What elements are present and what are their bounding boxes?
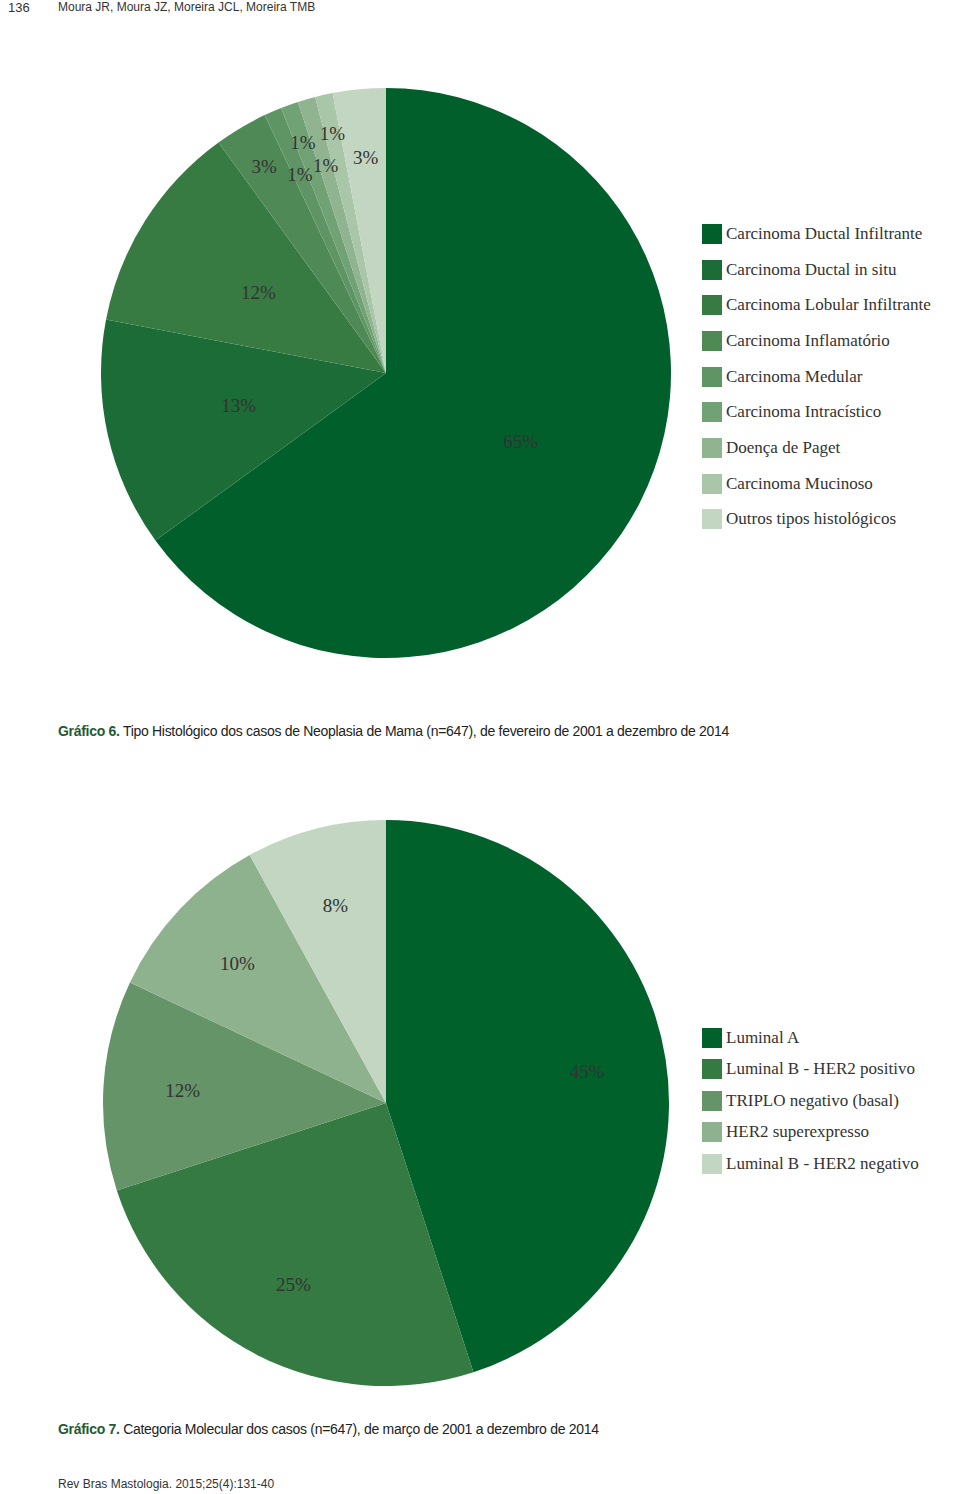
html-text:Luminal B - HER2 negativo: Luminal B - HER2 negativo xyxy=(726,1153,919,1173)
html-text:Gráfico 6. Tipo Histológico do: Gráfico 6. Tipo Histológico dos casos de… xyxy=(58,723,730,739)
html-text:Luminal B - HER2 positivo: Luminal B - HER2 positivo xyxy=(726,1059,915,1079)
html-text:Carcinoma Inflamatório: Carcinoma Inflamatório xyxy=(726,330,890,350)
svg-text:12%: 12% xyxy=(165,1080,200,1101)
html-text:Moura JR, Moura JZ, Moreira JC: Moura JR, Moura JZ, Moreira JCL, Moreira… xyxy=(58,0,316,14)
html-text:Carcinoma Intracístico: Carcinoma Intracístico xyxy=(726,402,882,422)
html-text:136: 136 xyxy=(8,0,30,15)
html-text:Rev Bras Mastologia. 2015;25(4: Rev Bras Mastologia. 2015;25(4):131-40 xyxy=(58,1477,275,1491)
svg-text:3%: 3% xyxy=(251,156,277,177)
html-text:Carcinoma Lobular Infiltrante: Carcinoma Lobular Infiltrante xyxy=(726,295,931,315)
svg-text:10%: 10% xyxy=(220,953,255,974)
svg-text:1%: 1% xyxy=(287,164,313,185)
html-text:Outros tipos histológicos: Outros tipos histológicos xyxy=(726,509,896,529)
html-text:HER2 superexpresso: HER2 superexpresso xyxy=(726,1122,870,1142)
svg-text:1%: 1% xyxy=(290,132,316,153)
html-text:Carcinoma Ductal Infiltrante: Carcinoma Ductal Infiltrante xyxy=(726,223,923,243)
svg-text:8%: 8% xyxy=(323,895,349,916)
svg-text:12%: 12% xyxy=(241,282,276,303)
svg-text:25%: 25% xyxy=(276,1274,311,1295)
svg-text:45%: 45% xyxy=(570,1061,605,1082)
html-text:Carcinoma Ductal in situ: Carcinoma Ductal in situ xyxy=(726,259,897,279)
svg-text:3%: 3% xyxy=(353,147,379,168)
html-text:Doença de Paget: Doença de Paget xyxy=(726,438,841,457)
html-text:Carcinoma Mucinoso: Carcinoma Mucinoso xyxy=(726,473,873,493)
svg-text:1%: 1% xyxy=(320,123,346,144)
html-text:TRIPLO negativo (basal): TRIPLO negativo (basal) xyxy=(726,1090,899,1110)
svg-text:65%: 65% xyxy=(503,431,538,452)
html-text:Luminal A: Luminal A xyxy=(726,1027,800,1047)
svg-text:13%: 13% xyxy=(221,395,256,416)
html-text:Carcinoma Medular: Carcinoma Medular xyxy=(726,366,863,386)
html-text:Gráfico 7. Categoria Molecular: Gráfico 7. Categoria Molecular dos casos… xyxy=(58,1421,599,1437)
svg-text:1%: 1% xyxy=(313,155,339,176)
